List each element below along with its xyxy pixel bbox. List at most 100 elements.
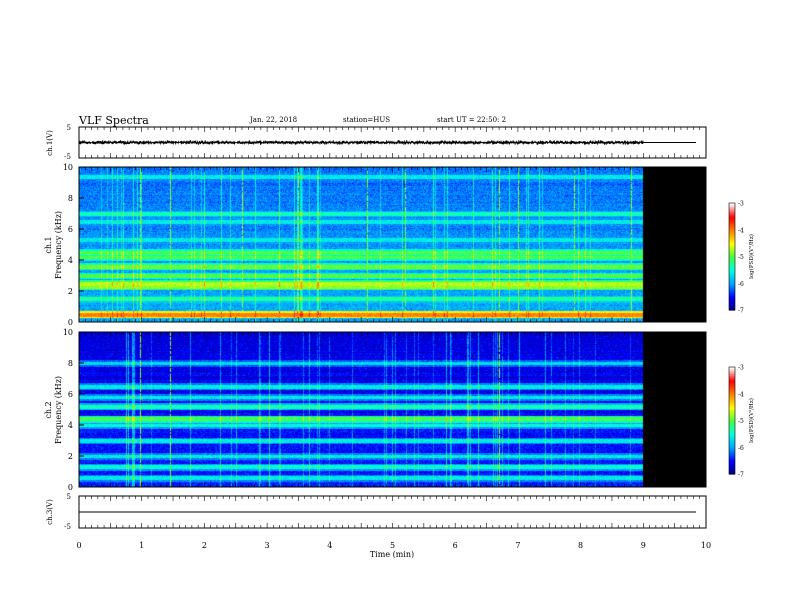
- ch2-colorbar-segment: [729, 454, 735, 457]
- ch1-colorbar-segment: [729, 256, 735, 259]
- ch2-colorbar-segment: [729, 397, 735, 400]
- ch1-colorbar-segment: [729, 219, 735, 222]
- ch2-colorbar-segment: [729, 447, 735, 450]
- ch2-colorbar-segment: [729, 420, 735, 423]
- ch2-ytick-label: 8: [68, 359, 73, 368]
- x-tick-label: 5: [390, 541, 395, 550]
- ch2-colorbar-segment: [729, 427, 735, 431]
- ch2-colorbar-segment: [729, 438, 735, 441]
- ch1-channel-label: ch.1: [44, 236, 53, 253]
- ch1-colorbar-segment: [729, 203, 735, 206]
- ch2-colorbar-segment: [729, 434, 735, 438]
- x-tick-label: 4: [327, 541, 332, 550]
- ch1-colorbar-segment: [729, 297, 735, 300]
- x-tick-label: 10: [701, 541, 711, 550]
- ch1-colorbar-segment: [729, 295, 735, 299]
- ch2-colorbar-segment: [729, 370, 735, 373]
- ch2-colorbar-segment: [729, 404, 735, 407]
- ch2-colorbar-segment: [729, 402, 735, 406]
- ch1-colorbar-segment: [729, 260, 735, 263]
- ch2-colorbar-segment: [729, 391, 735, 395]
- ch2-colorbar-segment: [729, 416, 735, 420]
- ch2-colorbar-segment: [729, 445, 735, 448]
- start-time-label: start UT = 22:50: 2: [437, 116, 506, 124]
- ch1-colorbar-segment: [729, 204, 735, 208]
- ch1-colorbar-segment: [729, 263, 735, 267]
- ch1-colorbar-tick: -7: [738, 308, 744, 315]
- ch2-colorbar-segment: [729, 431, 735, 434]
- ch2-colorbar-segment: [729, 465, 735, 468]
- ch2-colorbar-segment: [729, 432, 735, 436]
- ch2-ytick-label: 2: [68, 452, 73, 461]
- ch1-ytick-label: 10: [63, 163, 73, 172]
- ch2-colorbar-segment: [729, 443, 735, 447]
- ch2-colorbar-segment: [729, 409, 735, 413]
- ch1-colorbar-segment: [729, 245, 735, 249]
- ch1-colorbar-segment: [729, 217, 735, 220]
- x-tick-label: 0: [76, 541, 81, 550]
- ch1-colorbar-segment: [729, 270, 735, 274]
- ch2-colorbar-segment: [729, 450, 735, 454]
- ch1-freq-label: Frequency (kHz): [54, 211, 63, 279]
- ch1-colorbar-segment: [729, 251, 735, 254]
- figure-title: VLF Spectra: [78, 114, 149, 127]
- ch1-colorbar-tick: -4: [738, 227, 744, 234]
- ch2-colorbar-tick: -4: [738, 391, 744, 398]
- ch2-spectrogram-panel: 0 2 4 6 8 10 ch.2 Frequency (kHz) -3 -4 -5 -6 -7 l…: [44, 328, 755, 492]
- ch1-colorbar-segment: [729, 265, 735, 268]
- ch1-colorbar-segment: [729, 247, 735, 250]
- ch1-colorbar-label: log(PSD)(V²/Hz): [748, 234, 755, 279]
- ch2-ytick-label: 4: [68, 421, 73, 430]
- ch2-colorbar: -3 -4 -5 -6 -7 log(PSD)(V²/Hz): [728, 365, 755, 479]
- ch1-ytick-label: 8: [68, 194, 73, 203]
- ch1-colorbar-segment: [729, 285, 735, 288]
- ch1-colorbar-tick: -3: [738, 201, 744, 208]
- ch2-colorbar-segment: [729, 463, 735, 466]
- ch2-colorbar-label: log(PSD)(V²/Hz): [748, 398, 755, 443]
- ch1-colorbar-segment: [729, 252, 735, 256]
- ch2-colorbar-segment: [729, 472, 735, 475]
- ch1-colorbar-segment: [729, 229, 735, 233]
- ch1-colorbar-segment: [729, 208, 735, 211]
- ch2-colorbar-segment: [729, 400, 735, 404]
- ch1-colorbar-tick: -6: [738, 281, 744, 288]
- ch1-colorbar-segment: [729, 236, 735, 240]
- ch1-colorbar: -3 -4 -5 -6 -7 log(PSD)(V²/Hz): [728, 201, 755, 315]
- ch2-colorbar-segment: [729, 379, 735, 382]
- ch2-colorbar-segment: [729, 375, 735, 379]
- x-axis-label: Time (min): [370, 550, 414, 559]
- ch2-colorbar-segment: [729, 411, 735, 414]
- ch2-colorbar-segment: [729, 468, 735, 472]
- ch1-colorbar-segment: [729, 308, 735, 311]
- ch2-colorbar-segment: [729, 399, 735, 402]
- ch1-ytick-bottom: -5: [64, 153, 71, 161]
- ch1-colorbar-segment: [729, 226, 735, 229]
- ch1-ytick-top: 5: [67, 124, 71, 132]
- ch2-colorbar-segment: [729, 393, 735, 397]
- ch2-colorbar-segment: [729, 384, 735, 388]
- ch1-colorbar-segment: [729, 293, 735, 297]
- ch1-colorbar-segment: [729, 215, 735, 218]
- ch2-colorbar-segment: [729, 459, 735, 463]
- ch3-ytick-bottom: -5: [64, 523, 71, 531]
- x-tick-label: 1: [139, 541, 144, 550]
- ch1-colorbar-segment: [729, 288, 735, 291]
- ch2-colorbar-segment: [729, 461, 735, 464]
- ch2-ytick-label: 10: [63, 328, 73, 337]
- ch1-colorbar-segment: [729, 281, 735, 284]
- ch1-colorbar-segment: [729, 227, 735, 231]
- ch1-colorbar-segment: [729, 206, 735, 209]
- ch1-waveform-trace: [78, 139, 644, 146]
- station-label: station=HUS: [343, 116, 390, 124]
- ch2-colorbar-segment: [729, 425, 735, 429]
- ch1-colorbar-frame: [728, 202, 736, 311]
- ch1-colorbar-segment: [729, 304, 735, 308]
- ch2-colorbar-segment: [729, 383, 735, 386]
- ch1-colorbar-segment: [729, 238, 735, 242]
- ch1-colorbar-segment: [729, 279, 735, 283]
- ch3-ytick-top: 5: [67, 493, 71, 501]
- ch1-colorbar-segment: [729, 277, 735, 281]
- ch2-ytick-label: 0: [68, 483, 73, 492]
- ch2-colorbar-tick: -3: [738, 365, 744, 372]
- ch2-colorbar-tick: -6: [738, 445, 744, 452]
